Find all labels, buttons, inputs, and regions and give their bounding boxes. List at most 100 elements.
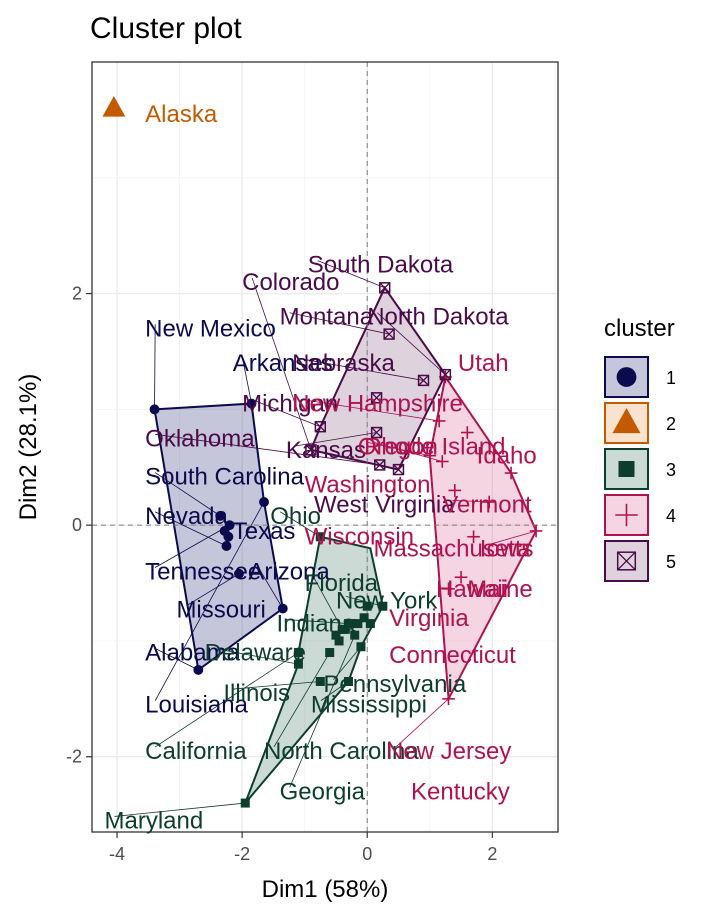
- x-tick-label: 2: [487, 844, 497, 864]
- label-leader-line: [251, 399, 321, 428]
- label-leader-line: [489, 530, 537, 545]
- legend-key-marker: [615, 503, 638, 527]
- label-leader-line: [251, 277, 312, 451]
- legend-key-marker: [618, 461, 635, 477]
- label-leader-line: [280, 511, 321, 538]
- legend-item-1: 1: [604, 356, 676, 398]
- label-leader-line: [302, 399, 440, 422]
- point-label: Georgia: [280, 778, 366, 805]
- label-leader-line: [373, 442, 443, 462]
- legend-item-5: 5: [604, 540, 676, 582]
- point-label: North Carolina: [264, 738, 419, 765]
- cluster-3-point: [334, 636, 344, 646]
- cluster-4-hull: [428, 374, 538, 703]
- cluster-hulls: [153, 285, 538, 804]
- point-label: Massachusetts: [373, 535, 533, 562]
- legend-label: 1: [666, 368, 676, 388]
- label-leader-line: [154, 652, 299, 748]
- point-label: Montana: [280, 304, 374, 331]
- point-label: Maryland: [105, 807, 204, 834]
- point-label: North Dakota: [367, 304, 509, 331]
- label-leader-line: [320, 681, 349, 701]
- cluster-3-point: [362, 601, 372, 611]
- label-leader-line: [395, 698, 449, 748]
- point-label: South Carolina: [145, 464, 304, 491]
- point-label: Texas: [233, 518, 296, 545]
- point-label: Florida: [305, 570, 379, 597]
- legend-key-marker: [616, 551, 637, 571]
- cluster-4-point: [448, 484, 462, 497]
- point-label: Missouri: [176, 597, 265, 624]
- point-label: New York: [336, 587, 438, 614]
- x-axis-title: Dim1 (58%): [262, 876, 389, 903]
- label-leader-line: [286, 619, 349, 624]
- point-label: California: [145, 738, 247, 765]
- point-label: Connecticut: [389, 642, 516, 669]
- point-label: Arkansas: [233, 350, 333, 377]
- cluster-4-point: [461, 426, 474, 439]
- cluster-5-point: [379, 282, 391, 294]
- label-leader-line: [317, 260, 385, 289]
- x-tick-label: -4: [109, 844, 125, 864]
- legend-key: [604, 540, 649, 582]
- point-label: Kentucky: [411, 778, 510, 805]
- plot-border: [91, 61, 559, 833]
- cluster-4-point: [442, 582, 455, 596]
- point-label: New Jersey: [386, 738, 511, 765]
- point-label: Ohio: [270, 503, 321, 530]
- point-label: Wisconsin: [305, 524, 414, 551]
- legend-title: cluster: [604, 315, 675, 342]
- cluster-1-point: [223, 531, 234, 542]
- point-label: Pennsylvania: [323, 671, 466, 698]
- legend-label: 4: [666, 506, 676, 526]
- y-axis-ticks: -2 0 2: [66, 284, 92, 767]
- point-label: Alaska: [145, 101, 218, 128]
- label-leader-line: [154, 648, 199, 671]
- x-tick-label: 0: [362, 844, 372, 864]
- point-label: Alabama: [145, 640, 240, 667]
- cluster-5-hull: [309, 285, 447, 471]
- legend-item-3: 3: [604, 448, 676, 490]
- cluster-3-point: [365, 619, 375, 629]
- cluster-3-point: [359, 613, 369, 623]
- point-label: Louisiana: [145, 692, 248, 719]
- label-leader-line: [345, 596, 383, 607]
- label-leader-line: [242, 358, 252, 404]
- point-label: Iowa: [480, 535, 531, 562]
- label-leader-line: [155, 433, 380, 466]
- point-label: Idaho: [477, 443, 537, 470]
- y-axis-title: Dim2 (28.1%): [15, 374, 42, 521]
- point-label: West Virginia: [314, 491, 455, 518]
- legend: cluster 1 2 3 4 5: [604, 315, 676, 582]
- cluster-3-point: [353, 619, 363, 629]
- point-label: Nevada: [145, 503, 228, 530]
- point-label: Rhode Island: [364, 433, 505, 460]
- label-leader-line: [295, 432, 377, 447]
- point-label: Tennessee: [145, 558, 261, 585]
- point-label: Oklahoma: [145, 425, 255, 452]
- point-label: Hawaii: [436, 576, 508, 603]
- label-leader-line: [114, 802, 246, 817]
- x-axis-ticks: -4 -2 0 2: [109, 832, 497, 864]
- cluster-3-point: [331, 630, 341, 640]
- cluster-4-point: [467, 530, 480, 544]
- y-tick-label: 2: [72, 284, 82, 304]
- label-leader-lines: [114, 260, 537, 817]
- cluster-5-point: [374, 459, 386, 471]
- point-label: New Hampshire: [292, 391, 463, 418]
- label-leader-line: [273, 652, 331, 748]
- point-label: Illinois: [223, 680, 290, 707]
- point-label: Washington: [305, 472, 431, 499]
- label-leader-line: [154, 501, 265, 701]
- label-leader-line: [452, 499, 490, 503]
- point-label: Colorado: [242, 269, 339, 296]
- cluster-4-point: [454, 570, 468, 584]
- cluster-1-hull: [153, 402, 284, 672]
- label-leader-line: [376, 312, 446, 375]
- legend-label: 3: [666, 460, 676, 480]
- legend-key-marker: [616, 367, 637, 387]
- legend-item-2: 2: [604, 402, 676, 444]
- point-label: South Dakota: [308, 252, 454, 279]
- y-tick-label: 0: [72, 515, 82, 535]
